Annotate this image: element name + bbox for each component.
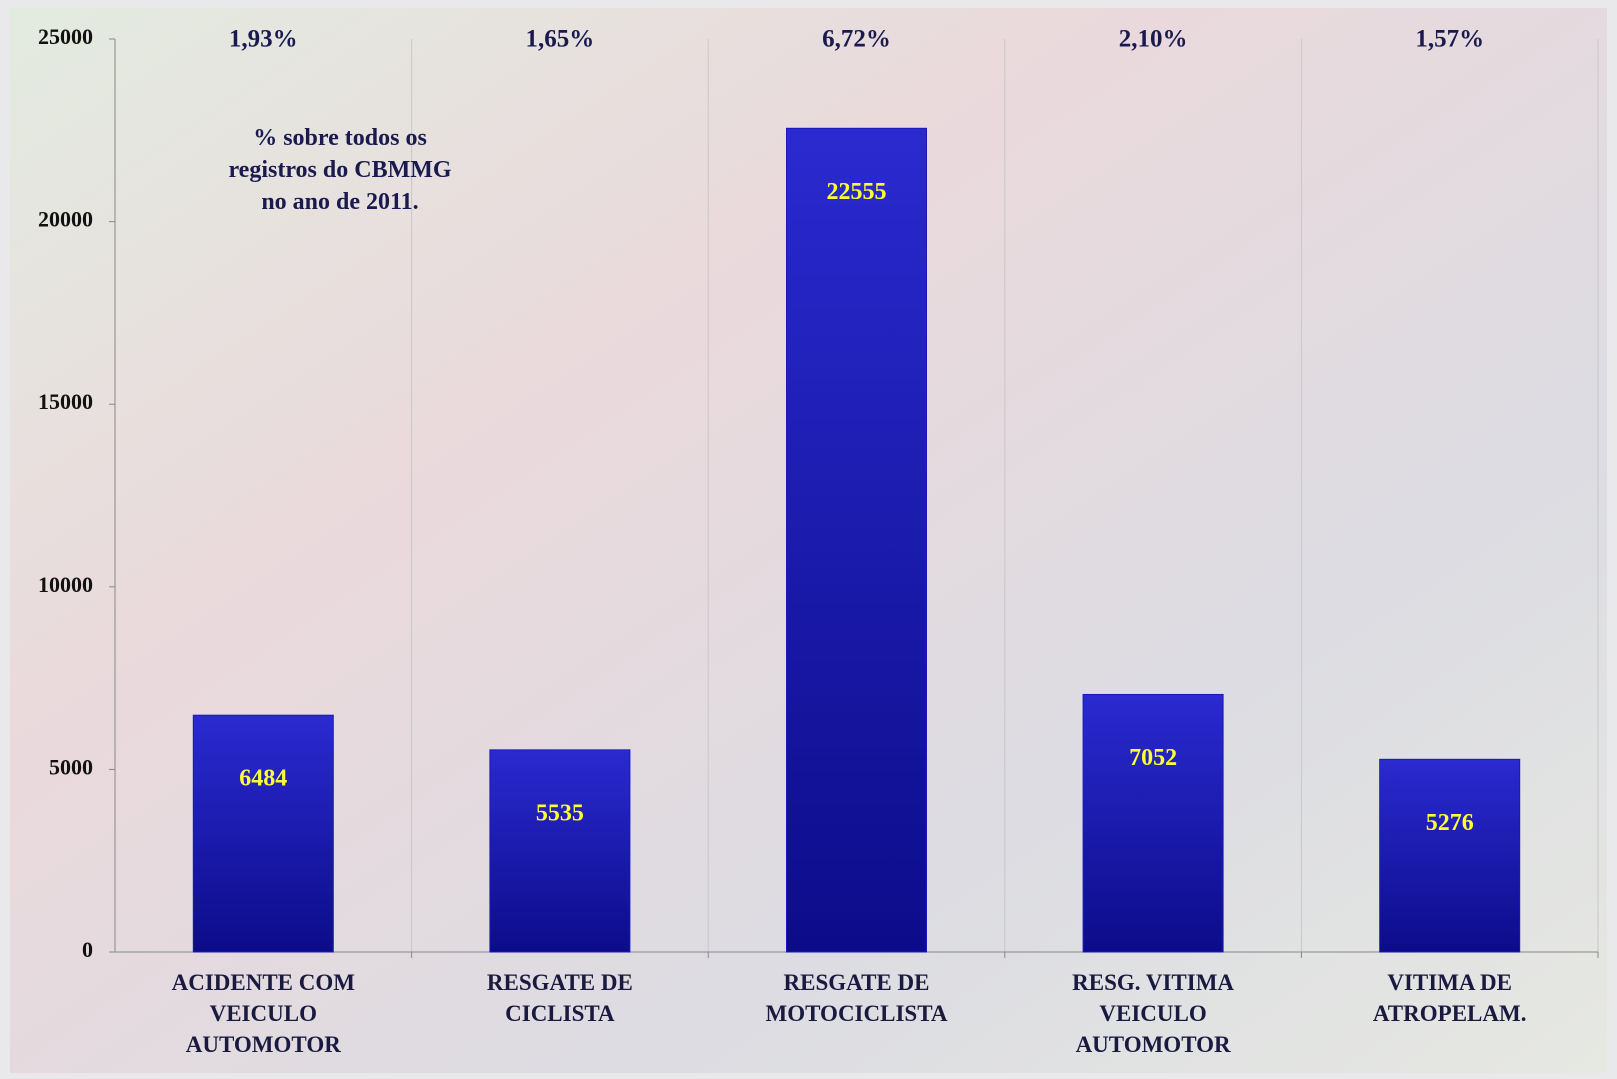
percent-label: 6,72% — [822, 26, 891, 53]
annotation: % sobre todos os registros do CBMMG no a… — [228, 125, 452, 215]
bar — [1379, 758, 1521, 953]
value-label: 5535 — [536, 800, 584, 826]
percent-label: 1,65% — [526, 26, 595, 53]
x-tick-label: RESGATE DE CICLISTA — [486, 970, 633, 1026]
x-tick-label: RESGATE DE MOTOCICLISTA — [765, 970, 948, 1026]
value-label: 7052 — [1129, 745, 1177, 771]
bar — [786, 127, 927, 953]
bar — [192, 714, 334, 953]
percent-label: 1,93% — [229, 26, 298, 53]
y-tick-label: 0 — [82, 937, 93, 962]
y-tick-label: 5000 — [49, 754, 93, 779]
y-tick-label: 15000 — [38, 389, 93, 414]
value-label: 22555 — [827, 179, 887, 205]
x-tick-label: ACIDENTE COM VEICULO AUTOMOTOR — [171, 970, 355, 1057]
bar — [1082, 693, 1224, 953]
value-label: 5276 — [1426, 810, 1474, 836]
x-tick-label: VITIMA DE ATROPELAM. — [1372, 970, 1527, 1026]
percent-label: 2,10% — [1119, 26, 1188, 53]
percent-label: 1,57% — [1415, 26, 1484, 53]
y-tick-label: 20000 — [38, 207, 93, 232]
y-tick-label: 25000 — [38, 24, 93, 49]
x-tick-label: RESG. VITIMA VEICULO AUTOMOTOR — [1072, 970, 1235, 1057]
value-label: 6484 — [239, 766, 287, 792]
bar — [489, 749, 631, 953]
y-tick-label: 10000 — [38, 572, 93, 597]
